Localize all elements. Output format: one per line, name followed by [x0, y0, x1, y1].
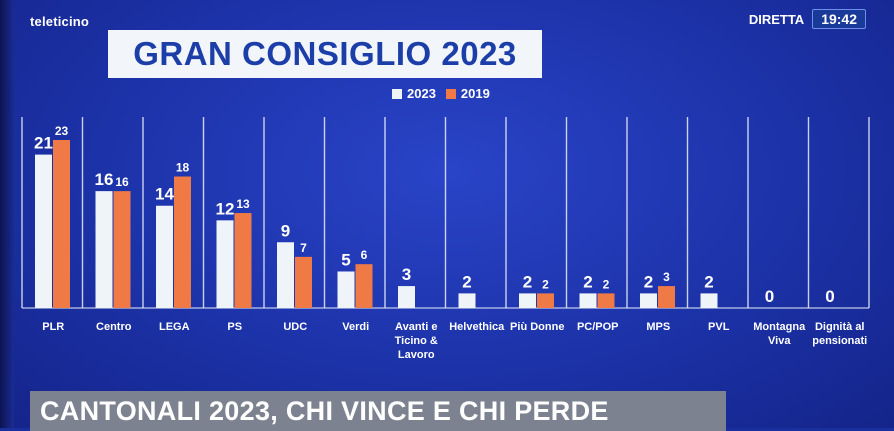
- value-label-2023-ps: 12: [216, 199, 235, 218]
- value-label-2023-pvl: 2: [704, 272, 713, 291]
- category-label-dignit-al-pensionati: Dignità al: [815, 321, 865, 333]
- category-label-pc-pop: PC/POP: [577, 321, 619, 333]
- category-label-ps: PS: [227, 321, 242, 333]
- category-label-mps: MPS: [646, 321, 670, 333]
- category-label-avanti-e-ticino-lavoro: Lavoro: [398, 349, 435, 361]
- headline-text: CANTONALI 2023, CHI VINCE E CHI PERDE: [40, 396, 609, 426]
- legend-swatch-2023: [392, 88, 402, 99]
- bar-2023-centro: [95, 191, 113, 308]
- screen-bezel-left: [0, 0, 14, 428]
- bar-2019-mps: [658, 286, 675, 308]
- category-label-avanti-e-ticino-lavoro: Ticino &: [395, 335, 438, 347]
- bar-2023-helvethica: [458, 293, 476, 308]
- value-label-2019-pi-donne: 2: [542, 277, 549, 291]
- live-indicator: DIRETTA 19:42: [749, 9, 866, 29]
- value-label-2019-ps: 13: [236, 197, 250, 211]
- value-label-2023-montagna-viva: 0: [765, 287, 774, 306]
- bar-2019-ps: [234, 213, 252, 308]
- value-label-2023-dignit-al-pensionati: 0: [825, 287, 834, 306]
- value-label-2023-mps: 2: [644, 272, 653, 291]
- value-label-2023-avanti-e-ticino-lavoro: 3: [402, 265, 411, 284]
- channel-logo: teleticino: [30, 14, 90, 29]
- value-label-2019-udc: 7: [300, 241, 307, 255]
- value-label-2019-plr: 23: [55, 124, 69, 138]
- chart-title: GRAN CONSIGLIO 2023: [133, 35, 517, 72]
- category-label-pvl: PVL: [708, 321, 730, 333]
- category-label-dignit-al-pensionati: pensionati: [812, 335, 867, 347]
- category-label-verdi: Verdi: [342, 321, 369, 333]
- bar-2023-pvl: [700, 293, 718, 308]
- category-label-pi-donne: Più Donne: [510, 321, 564, 333]
- bar-2019-udc: [295, 256, 312, 308]
- legend-label-2023: 2023: [407, 86, 436, 101]
- value-label-2023-lega: 14: [155, 185, 174, 204]
- category-label-montagna-viva: Montagna: [753, 321, 806, 333]
- lower-third-bar: [30, 391, 726, 431]
- live-label: DIRETTA: [748, 11, 805, 27]
- value-label-2019-lega: 18: [176, 161, 190, 175]
- bar-2019-pc-pop: [597, 293, 615, 308]
- title-banner: GRAN CONSIGLIO 2023: [108, 30, 542, 78]
- bar-2023-ps: [216, 220, 234, 308]
- bar-2023-pc-pop: [579, 293, 597, 308]
- value-label-2019-pc-pop: 2: [603, 277, 610, 291]
- legend-item-2023: 2023: [392, 86, 436, 101]
- bar-2019-centro: [113, 191, 131, 308]
- category-label-avanti-e-ticino-lavoro: Avanti e: [395, 321, 437, 333]
- value-label-2019-mps: 3: [663, 270, 670, 284]
- category-label-lega: LEGA: [159, 321, 190, 333]
- category-label-plr: PLR: [42, 321, 64, 333]
- value-label-2023-pc-pop: 2: [583, 272, 592, 291]
- bar-2019-verdi: [355, 264, 373, 308]
- value-label-2023-helvethica: 2: [462, 272, 471, 291]
- category-label-helvethica: Helvethica: [449, 321, 505, 333]
- value-label-2023-verdi: 5: [341, 250, 350, 269]
- bar-2019-lega: [174, 176, 191, 308]
- chart-legend: 2023 2019: [392, 86, 490, 101]
- value-label-2023-pi-donne: 2: [523, 272, 532, 291]
- legend-item-2019: 2019: [445, 86, 490, 101]
- value-label-2019-centro: 16: [115, 175, 129, 189]
- category-label-centro: Centro: [96, 321, 132, 333]
- bar-2023-pi-donne: [519, 293, 536, 308]
- value-label-2023-centro: 16: [95, 170, 114, 189]
- value-label-2019-verdi: 6: [361, 248, 368, 262]
- bar-2023-lega: [156, 205, 173, 308]
- bar-2019-pi-donne: [537, 293, 554, 308]
- bar-2019-plr: [53, 140, 70, 308]
- bar-2023-mps: [640, 293, 657, 308]
- bar-2023-avanti-e-ticino-lavoro: [398, 286, 415, 308]
- live-clock: 19:42: [812, 9, 866, 29]
- bar-2023-verdi: [337, 271, 355, 308]
- value-label-2023-udc: 9: [281, 221, 290, 240]
- legend-swatch-2019: [445, 88, 456, 99]
- category-label-udc: UDC: [283, 321, 307, 333]
- bar-2023-plr: [35, 154, 52, 308]
- bar-2023-udc: [277, 242, 294, 308]
- legend-label-2019: 2019: [460, 86, 490, 101]
- category-label-montagna-viva: Viva: [768, 335, 791, 347]
- value-label-2023-plr: 21: [34, 134, 53, 153]
